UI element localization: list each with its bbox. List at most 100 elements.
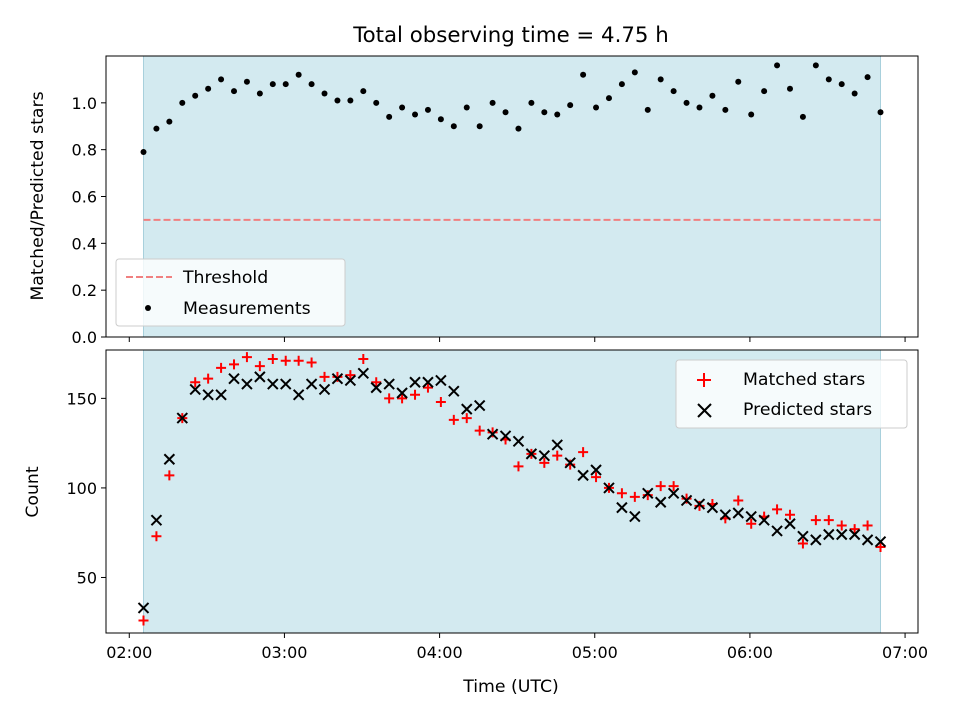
measurement-point [308, 81, 315, 88]
ratio-y-tick-label: 0.2 [72, 281, 97, 300]
predicted-legend-swatch [697, 403, 712, 418]
predicted-star-point [163, 453, 176, 465]
matched-star-point [849, 524, 860, 535]
measurement-point [722, 106, 729, 113]
predicted-star-point [357, 367, 370, 379]
ratio-panel: 0.0 0.2 0.4 0.6 0.8 1.0 Matched/Predicted sta… [28, 55, 919, 347]
x-tick-label: 07:00 [882, 643, 928, 662]
predicted-star-point [861, 534, 874, 546]
predicted-star-point [176, 412, 188, 424]
predicted-star-point [745, 510, 757, 523]
matched-star-point [487, 427, 498, 438]
ratio-y-tick-label: 0.8 [72, 141, 97, 160]
measurement-point [735, 78, 742, 85]
measurements-legend-swatch [145, 305, 151, 311]
matched-star-point [681, 493, 692, 504]
measurement-point [463, 104, 470, 111]
predicted-star-point [473, 399, 486, 412]
predicted-star-point [797, 530, 809, 542]
predicted-star-point [499, 430, 512, 442]
measurement-point [218, 76, 225, 83]
ratio-y-tick-label: 0.4 [72, 234, 97, 253]
predicted-star-point [538, 449, 551, 462]
measurement-point [412, 111, 419, 118]
measurement-point [593, 104, 600, 111]
x-axis-label: Time (UTC) [462, 677, 559, 697]
predicted-star-point [667, 487, 680, 499]
measurement-point [334, 97, 341, 104]
matched-star-point [319, 371, 330, 382]
measurement-point [256, 90, 263, 97]
predicted-star-point [292, 389, 305, 401]
predicted-star-point [461, 403, 473, 415]
predicted-star-point [616, 501, 628, 514]
matched-legend-label: Matched stars [743, 370, 865, 390]
measurement-point [670, 88, 677, 95]
predicted-star-point [629, 510, 641, 523]
count-y-tick-label: 100 [66, 479, 97, 498]
matched-star-point [384, 393, 395, 404]
predicted-star-point [486, 428, 499, 440]
measurement-point [386, 113, 393, 120]
measurement-point [179, 99, 186, 106]
matched-star-point [810, 515, 821, 526]
count-y-axis-label: Count [23, 466, 43, 518]
predicted-star-point [280, 378, 292, 390]
measurement-point [243, 78, 250, 85]
measurement-point [140, 149, 147, 156]
predicted-star-point [706, 501, 719, 514]
matched-star-point [435, 396, 446, 407]
matched-star-point [229, 359, 240, 370]
measurement-point [373, 99, 380, 106]
count-y-tick-label: 150 [66, 389, 97, 408]
measurement-point [774, 62, 781, 69]
matched-star-point [358, 353, 369, 364]
predicted-star-point [383, 378, 395, 390]
measurement-point [282, 81, 289, 88]
measurement-point [877, 109, 884, 116]
ratio-y-tick-label: 0.0 [72, 328, 97, 347]
matched-star-point [254, 361, 265, 372]
predicted-star-point [525, 448, 538, 460]
threshold-legend-label: Threshold [182, 268, 268, 288]
ratio-axes-frame [105, 55, 919, 338]
ratio-legend: Threshold Measurements [115, 258, 346, 327]
measurement-point [748, 111, 755, 118]
predicted-star-point [564, 457, 576, 469]
matched-star-point [448, 414, 459, 425]
measurement-point [489, 99, 496, 106]
matched-star-point [694, 500, 705, 511]
measurement-point [321, 90, 328, 97]
predicted-star-point [241, 378, 253, 390]
measurement-point [424, 106, 431, 113]
measurement-point [838, 81, 845, 88]
measurement-point [231, 88, 238, 95]
measurement-point [541, 109, 548, 116]
matched-star-point [164, 470, 175, 481]
matched-star-point [772, 504, 783, 515]
predicted-star-point [422, 376, 434, 388]
predicted-star-point [693, 498, 706, 510]
matched-star-point [306, 357, 317, 368]
measurement-point [580, 71, 587, 78]
matched-star-point [203, 373, 214, 384]
measurement-point [683, 99, 690, 106]
matched-star-point [668, 481, 679, 492]
ratio-y-tick-label: 1.0 [72, 94, 97, 113]
matched-star-point [190, 377, 201, 388]
predicted-star-point [823, 528, 835, 541]
matched-star-point [836, 520, 847, 531]
ratio-y-tick-label: 0.6 [72, 188, 97, 207]
matched-legend-swatch [697, 373, 711, 387]
predicted-star-point [642, 487, 654, 499]
predicted-star-point [836, 528, 848, 541]
predicted-star-point [874, 535, 887, 548]
matched-star-point [138, 615, 149, 626]
x-tick-label: 03:00 [261, 643, 307, 662]
matched-star-point [823, 515, 834, 526]
count-legend: Matched stars Predicted stars [675, 359, 908, 429]
predicted-star-point [771, 525, 783, 537]
matched-star-point [267, 353, 278, 364]
matched-star-point [733, 495, 744, 506]
matched-star-point [552, 450, 563, 461]
